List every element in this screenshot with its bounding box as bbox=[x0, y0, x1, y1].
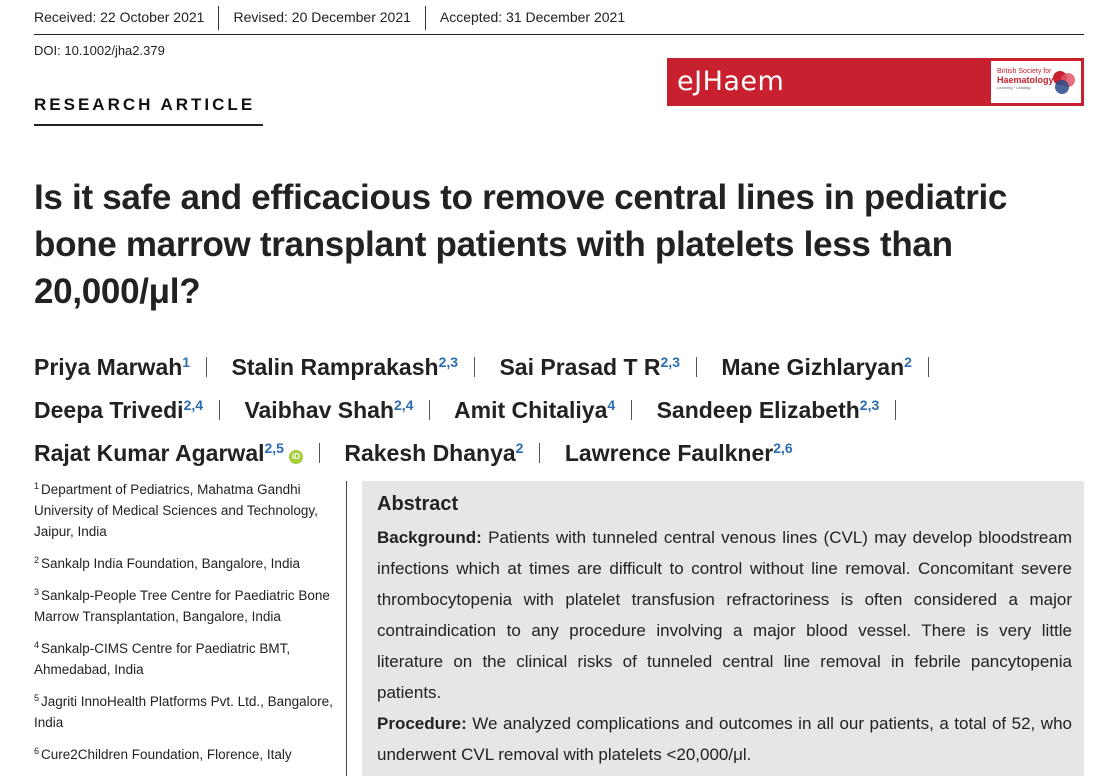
procedure-label: Procedure: bbox=[377, 714, 467, 733]
affiliation-item: 5 Jagriti InnoHealth Platforms Pvt. Ltd.,… bbox=[34, 693, 333, 730]
received-date: Received: 22 October 2021 bbox=[34, 8, 205, 25]
author-separator bbox=[695, 357, 697, 377]
affiliation-item: 1 Department of Pediatrics, Mahatma Gandh… bbox=[34, 481, 318, 539]
society-name: British Society for Haematology Learning… bbox=[997, 68, 1054, 92]
author-name[interactable]: Deepa Trivedi2,4 bbox=[34, 397, 204, 423]
affiliation-item: 6 Cure2Children Foundation, Florence, Ita… bbox=[34, 746, 292, 762]
author-separator bbox=[474, 357, 476, 377]
affiliation-item: 4 Sankalp-CIMS Centre for Paediatric BMT,… bbox=[34, 640, 291, 677]
article-dates: Received: 22 October 2021 Revised: 20 Dec… bbox=[34, 6, 625, 30]
society-tagline: Learning · Leading bbox=[997, 85, 1031, 90]
revised-date: Revised: 20 December 2021 bbox=[233, 8, 411, 25]
abstract-heading: Abstract bbox=[377, 493, 459, 515]
society-line2: Haematology bbox=[997, 75, 1054, 85]
accepted-date: Accepted: 31 December 2021 bbox=[439, 8, 626, 25]
affiliation-item: 2 Sankalp India Foundation, Bangalore, In… bbox=[34, 555, 300, 571]
author-name[interactable]: Lawrence Faulkner2,6 bbox=[564, 440, 793, 466]
author-name[interactable]: Rakesh Dhanya2 bbox=[344, 440, 524, 466]
journal-name: eJHaem bbox=[677, 66, 785, 97]
author-name[interactable]: Sai Prasad T R2,3 bbox=[499, 354, 680, 380]
divider bbox=[218, 6, 220, 30]
author-name[interactable]: Stalin Ramprakash2,3 bbox=[231, 354, 459, 380]
society-logo: British Society for Haematology Learning… bbox=[991, 61, 1081, 103]
bsh-logo-icon bbox=[1053, 71, 1075, 94]
author-name[interactable]: Amit Chitaliya4 bbox=[454, 397, 616, 423]
article-type: RESEARCH ARTICLE bbox=[34, 95, 256, 114]
background-label: Background: bbox=[377, 528, 482, 547]
abstract-background: Background: Patients with tunneled centr… bbox=[377, 522, 1072, 708]
header-rule bbox=[34, 34, 1084, 35]
background-text: Patients with tunneled central venous li… bbox=[377, 528, 1072, 702]
author-separator bbox=[219, 400, 221, 420]
author-name[interactable]: Rajat Kumar Agarwal2,5iD bbox=[34, 440, 303, 466]
society-line1: British Society for bbox=[997, 68, 1052, 75]
doi[interactable]: DOI: 10.1002/jha2.379 bbox=[34, 43, 165, 58]
author-name[interactable]: Sandeep Elizabeth2,3 bbox=[656, 397, 880, 423]
author-name[interactable]: Vaibhav Shah2,4 bbox=[244, 397, 414, 423]
procedure-text: We analyzed complications and outcomes i… bbox=[377, 714, 1072, 764]
author-separator bbox=[631, 400, 633, 420]
author-separator bbox=[429, 400, 431, 420]
journal-logo[interactable]: eJHaem British Society for Haematology L… bbox=[667, 58, 1084, 106]
author-separator bbox=[318, 443, 320, 463]
author-separator bbox=[539, 443, 541, 463]
author-separator bbox=[206, 357, 208, 377]
orcid-icon[interactable]: iD bbox=[288, 450, 303, 464]
author-separator bbox=[927, 357, 929, 377]
article-title: Is it safe and efficacious to remove cen… bbox=[34, 178, 1008, 311]
abstract-procedure: Procedure: We analyzed complications and… bbox=[377, 708, 1072, 770]
affiliations: 1 Department of Pediatrics, Mahatma Gandh… bbox=[34, 476, 334, 773]
author-name[interactable]: Priya Marwah1 bbox=[34, 354, 191, 380]
author-separator bbox=[895, 400, 897, 420]
author-name[interactable]: Mane Gizhlaryan2 bbox=[721, 354, 912, 380]
abstract-box: Abstract Background: Patients with tunne… bbox=[362, 481, 1084, 776]
affiliation-item: 3 Sankalp-People Tree Centre for Paediatr… bbox=[34, 587, 330, 624]
author-list: Priya Marwah1 Stalin Ramprakash2,3 Sai P… bbox=[34, 343, 1094, 472]
article-type-underline bbox=[34, 124, 263, 126]
column-divider bbox=[346, 481, 347, 776]
divider bbox=[424, 6, 426, 30]
